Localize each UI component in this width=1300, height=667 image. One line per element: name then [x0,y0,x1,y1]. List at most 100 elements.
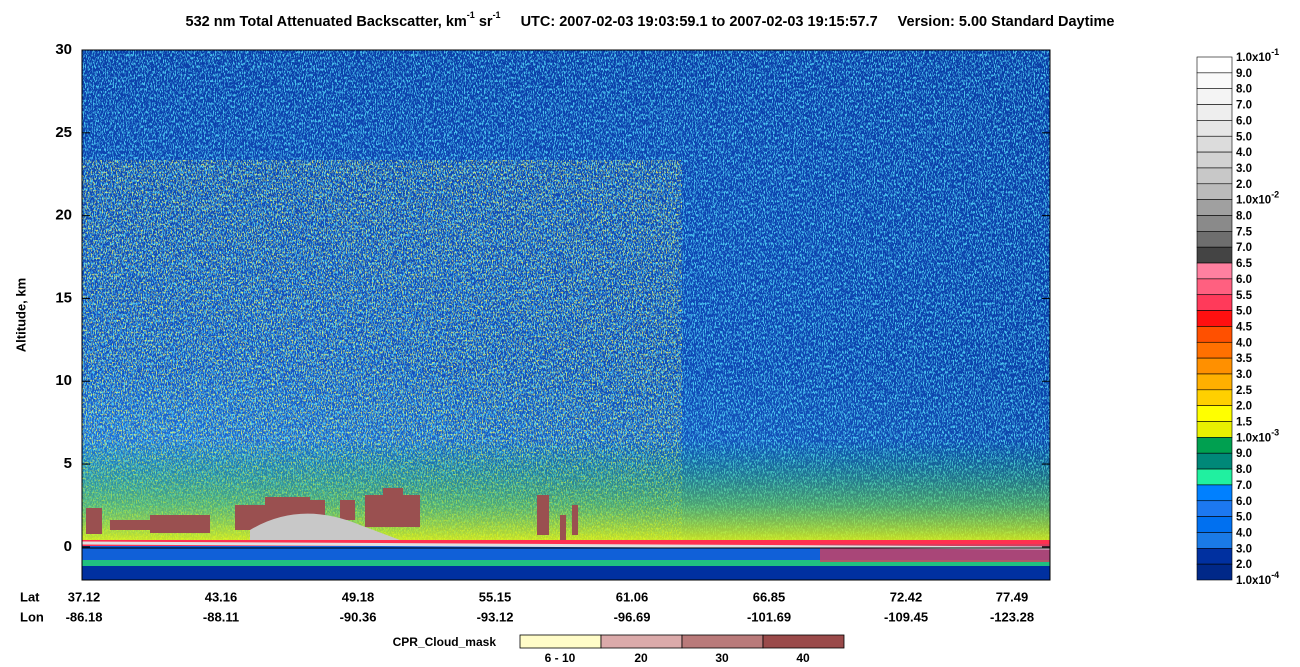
colorbar-label: 9.0 [1236,68,1252,80]
colorbar-exponent: -4 [1271,570,1279,580]
colorbar-label: 2.0 [1236,559,1252,571]
colorbar-bin [1196,341,1233,359]
colorbar-bin [1196,88,1233,105]
y-tick-label: 10 [55,372,72,389]
colorbar-bin [1196,405,1233,422]
subsurface [82,566,1050,580]
lon-tick-label: -109.45 [884,609,928,624]
colorbar-bin [1196,246,1233,264]
colorbar-bin [1196,183,1233,200]
colorbar-label: 7.0 [1236,480,1252,492]
subsurface [82,546,1050,560]
title-unit: sr [475,14,493,30]
lat-tick-label: 72.42 [890,589,923,604]
colorbar-label: 1.0x10-2 [1236,190,1279,207]
title-exponent: -1 [493,10,501,20]
colorbar-label: 5.0 [1236,512,1252,524]
colorbar-bin [1196,452,1233,470]
lat-label: Lat [20,589,40,604]
colorbar-bin [1196,484,1233,502]
colorbar-label: 6.0 [1236,274,1252,286]
lat-tick-label: 55.15 [479,589,512,604]
lat-tick-label: 37.12 [68,589,101,604]
colorbar-bin [1196,389,1233,406]
colorbar-bin [1196,500,1233,517]
colorbar: 1.0x10-19.08.07.06.05.04.03.02.01.0x10-2… [1196,47,1279,587]
title-product: 532 nm Total Attenuated Backscatter, km [186,14,467,30]
colorbar-label: 1.0x10-3 [1236,428,1279,445]
colorbar-bin [1196,357,1233,375]
title-version: Version: 5.00 Standard Daytime [898,14,1115,30]
cloud-grey [250,513,400,540]
colorbar-bin [1196,294,1233,311]
colorbar-bin [1196,104,1233,121]
colorbar-label: 3.0 [1236,163,1252,175]
cpr-legend-swatch [519,634,602,649]
colorbar-label: 5.0 [1236,306,1252,318]
cpr-legend-swatch [600,634,683,649]
plot-frame [81,49,1051,581]
subsurface [82,560,1050,566]
colorbar-mantissa: 1.0x10 [1236,195,1271,207]
colorbar-bin [1196,437,1233,454]
lon-tick-label: -101.69 [747,609,791,624]
colorbar-label: 7.0 [1236,100,1252,112]
y-tick-label: 20 [55,207,72,224]
colorbar-label: 1.0x10-4 [1236,570,1279,587]
lat-tick-label: 77.49 [996,589,1029,604]
colorbar-mantissa: 1.0x10 [1236,432,1271,444]
colorbar-bin [1196,167,1233,185]
colorbar-label: 2.0 [1236,401,1252,413]
curtain-image [82,50,1050,580]
colorbar-label: 6.5 [1236,258,1253,270]
colorbar-label: 3.0 [1236,543,1252,555]
colorbar-bin [1196,135,1233,153]
colorbar-bin [1196,262,1233,280]
cpr-legend-item: 20 [634,651,648,665]
y-axis-label: Altitude, km [13,278,28,352]
colorbar-bin [1196,215,1233,232]
title-exponent: -1 [467,10,475,20]
colorbar-label: 4.0 [1236,527,1252,539]
colorbar-label: 5.5 [1236,290,1253,302]
colorbar-label: 4.5 [1236,321,1253,333]
y-tick-label: 5 [64,455,72,472]
colorbar-bin [1196,310,1233,327]
lon-tick-label: -93.12 [477,609,514,624]
colorbar-label: 5.0 [1236,131,1252,143]
y-tick-label: 15 [55,289,72,306]
cpr-legend-swatch [762,634,845,649]
colorbar-label: 1.5 [1236,417,1253,429]
lon-tick-label: -123.28 [990,609,1034,624]
colorbar-label: 3.5 [1236,353,1253,365]
lon-tick-label: -96.69 [614,609,651,624]
colorbar-label: 2.5 [1236,385,1253,397]
cpr-legend-label: CPR_Cloud_mask [393,635,497,649]
cpr-legend-swatch [681,634,764,649]
colorbar-bin [1196,516,1233,533]
colorbar-label: 4.0 [1236,337,1252,349]
colorbar-bin [1196,532,1233,549]
lat-tick-label: 61.06 [616,589,649,604]
y-tick-label: 25 [55,124,72,141]
lat-tick-label: 43.16 [205,589,238,604]
colorbar-label: 3.0 [1236,369,1252,381]
lon-tick-label: -88.11 [203,609,239,624]
colorbar-bin [1196,231,1233,248]
y-tick-label: 0 [64,538,72,555]
colorbar-label: 4.0 [1236,147,1252,159]
colorbar-label: 8.0 [1236,211,1252,223]
colorbar-label: 8.0 [1236,464,1252,476]
colorbar-mantissa: 1.0x10 [1236,52,1271,64]
y-tick-label: 30 [55,41,72,58]
cpr-legend-item: 30 [715,651,729,665]
title-utc: UTC: 2007-02-03 19:03:59.1 to 2007-02-03… [521,14,878,30]
colorbar-exponent: -1 [1271,47,1279,57]
colorbar-label: 1.0x10-1 [1236,47,1279,64]
colorbar-label: 6.0 [1236,496,1252,508]
surface [82,540,1050,546]
colorbar-label: 6.0 [1236,115,1252,127]
colorbar-bin [1196,120,1233,137]
